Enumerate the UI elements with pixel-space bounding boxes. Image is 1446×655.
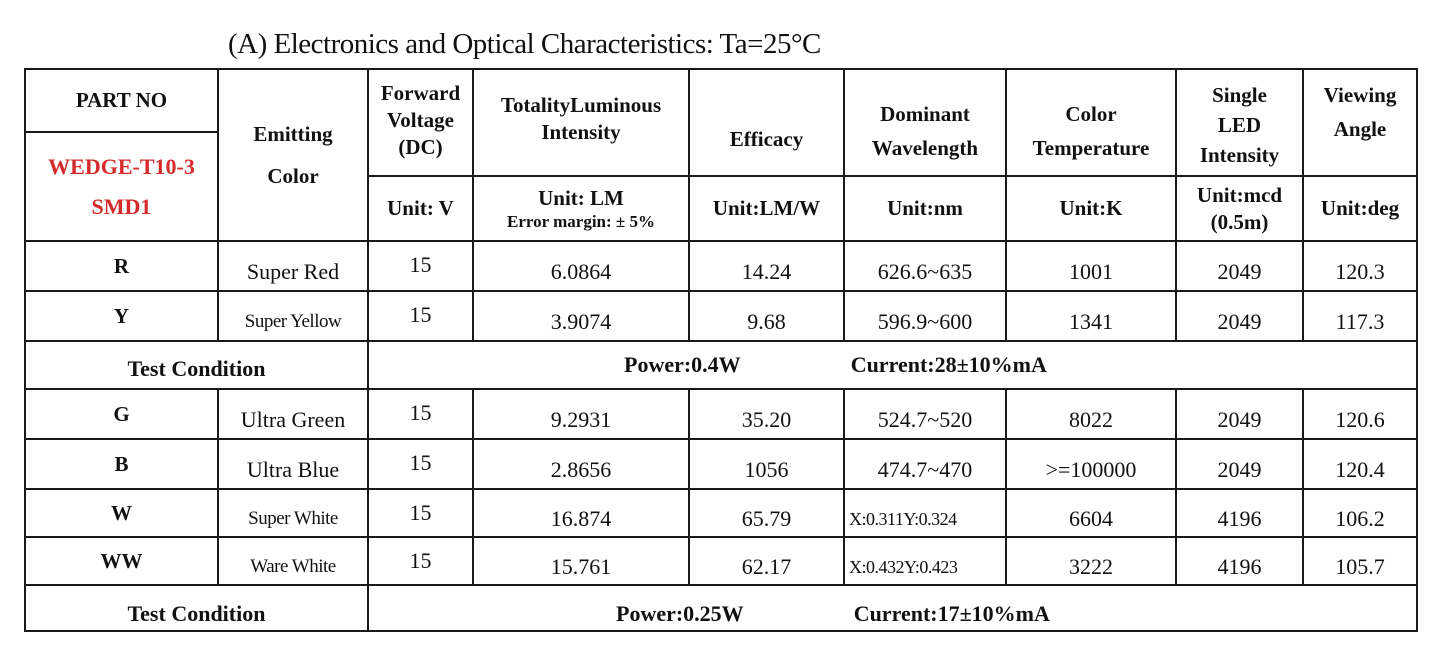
test-condition-row-2: Test Condition Power:0.25W Current:17±10%…: [24, 584, 1418, 632]
forward-voltage: 15: [367, 536, 474, 586]
single-led-intensity: 2049: [1175, 290, 1304, 342]
color-code: R: [24, 240, 219, 292]
viewing-angle: 120.4: [1302, 438, 1418, 490]
single-led-intensity: 2049: [1175, 388, 1304, 440]
luminous-intensity: 3.9074: [472, 290, 690, 342]
forward-voltage-header: Forward Voltage (DC): [367, 68, 474, 177]
single-led-intensity-header: Single LED Intensity: [1175, 68, 1304, 177]
test-condition-label: Test Condition: [24, 340, 369, 390]
forward-voltage: 15: [367, 438, 474, 490]
emitting-color: Ware White: [217, 536, 369, 586]
emitting-color-line1: Emitting: [253, 122, 333, 146]
forward-voltage: 15: [367, 388, 474, 440]
dominant-wavelength: 524.7~520: [843, 388, 1007, 440]
forward-voltage: 15: [367, 488, 474, 538]
viewing-angle: 106.2: [1302, 488, 1418, 538]
dominant-wavelength: X:0.311Y:0.324: [843, 488, 1007, 538]
forward-voltage-unit: Unit: V: [367, 175, 474, 242]
color-code: WW: [24, 536, 219, 586]
viewing-angle: 105.7: [1302, 536, 1418, 586]
viewing-angle: 120.6: [1302, 388, 1418, 440]
table-row-r: R Super Red 15 6.0864 14.24 626.6~635 10…: [24, 240, 1418, 292]
viewing-angle-unit: Unit:deg: [1302, 175, 1418, 242]
color-temperature: 3222: [1005, 536, 1177, 586]
part-no-label: PART NO: [24, 68, 219, 133]
dominant-wavelength: X:0.432Y:0.423: [843, 536, 1007, 586]
table-row-g: G Ultra Green 15 9.2931 35.20 524.7~520 …: [24, 388, 1418, 440]
efficacy-unit: Unit:LM/W: [688, 175, 845, 242]
efficacy: 1056: [688, 438, 845, 490]
test-power: Power:0.4W: [624, 352, 741, 377]
color-temperature-unit: Unit:K: [1005, 175, 1177, 242]
efficacy: 9.68: [688, 290, 845, 342]
test-current: Current:28±10%mA: [850, 352, 1047, 377]
test-condition-label: Test Condition: [24, 584, 369, 632]
table-row-b: B Ultra Blue 15 2.8656 1056 474.7~470 >=…: [24, 438, 1418, 490]
emitting-color-header: Emitting Color: [217, 68, 369, 242]
color-code: Y: [24, 290, 219, 342]
color-temperature: 6604: [1005, 488, 1177, 538]
forward-voltage: 15: [367, 240, 474, 292]
test-condition-row-1: Test Condition Power:0.4W Current:28±10%m…: [24, 340, 1418, 390]
viewing-angle: 120.3: [1302, 240, 1418, 292]
luminous-intensity: 2.8656: [472, 438, 690, 490]
single-led-intensity: 4196: [1175, 488, 1304, 538]
characteristics-table: PART NO Emitting Color Forward Voltage (…: [24, 68, 1418, 632]
test-power: Power:0.25W: [616, 601, 744, 626]
efficacy: 35.20: [688, 388, 845, 440]
luminous-intensity: 16.874: [472, 488, 690, 538]
luminous-intensity: 15.761: [472, 536, 690, 586]
single-led-intensity: 4196: [1175, 536, 1304, 586]
efficacy: 14.24: [688, 240, 845, 292]
table-row-ww: WW Ware White 15 15.761 62.17 X:0.432Y:0…: [24, 536, 1418, 586]
forward-voltage: 15: [367, 290, 474, 342]
luminous-intensity: 9.2931: [472, 388, 690, 440]
single-led-intensity-unit: Unit:mcd (0.5m): [1175, 175, 1304, 242]
color-temperature: 8022: [1005, 388, 1177, 440]
test-current: Current:17±10%mA: [853, 601, 1050, 626]
emitting-color: Super White: [217, 488, 369, 538]
efficacy: 62.17: [688, 536, 845, 586]
color-temperature: >=100000: [1005, 438, 1177, 490]
luminous-intensity: 6.0864: [472, 240, 690, 292]
efficacy: 65.79: [688, 488, 845, 538]
color-temperature: 1341: [1005, 290, 1177, 342]
emitting-color: Ultra Blue: [217, 438, 369, 490]
emitting-color-line2: Color: [267, 164, 319, 188]
part-number-value: WEDGE-T10-3 SMD1: [24, 131, 219, 242]
efficacy-header: Efficacy: [688, 68, 845, 177]
single-led-intensity: 2049: [1175, 240, 1304, 292]
color-code: G: [24, 388, 219, 440]
luminous-intensity-header: TotalityLuminous Intensity: [472, 68, 690, 177]
emitting-color: Super Yellow: [217, 290, 369, 342]
emitting-color: Super Red: [217, 240, 369, 292]
color-code: W: [24, 488, 219, 538]
dominant-wavelength-unit: Unit:nm: [843, 175, 1007, 242]
color-temperature-header: Color Temperature: [1005, 68, 1177, 177]
dominant-wavelength: 474.7~470: [843, 438, 1007, 490]
test-condition-value: Power:0.4W Current:28±10%mA: [367, 340, 1418, 390]
viewing-angle-header: Viewing Angle: [1302, 68, 1418, 177]
dominant-wavelength: 596.9~600: [843, 290, 1007, 342]
single-led-intensity: 2049: [1175, 438, 1304, 490]
table-row-w: W Super White 15 16.874 65.79 X:0.311Y:0…: [24, 488, 1418, 538]
viewing-angle: 117.3: [1302, 290, 1418, 342]
color-code: B: [24, 438, 219, 490]
dominant-wavelength-header: Dominant Wavelength: [843, 68, 1007, 177]
color-temperature: 1001: [1005, 240, 1177, 292]
dominant-wavelength: 626.6~635: [843, 240, 1007, 292]
table-row-y: Y Super Yellow 15 3.9074 9.68 596.9~600 …: [24, 290, 1418, 342]
table-title: (A) Electronics and Optical Characterist…: [228, 28, 821, 60]
luminous-intensity-unit: Unit: LM Error margin: ± 5%: [472, 175, 690, 242]
test-condition-value: Power:0.25W Current:17±10%mA: [367, 584, 1418, 632]
emitting-color: Ultra Green: [217, 388, 369, 440]
